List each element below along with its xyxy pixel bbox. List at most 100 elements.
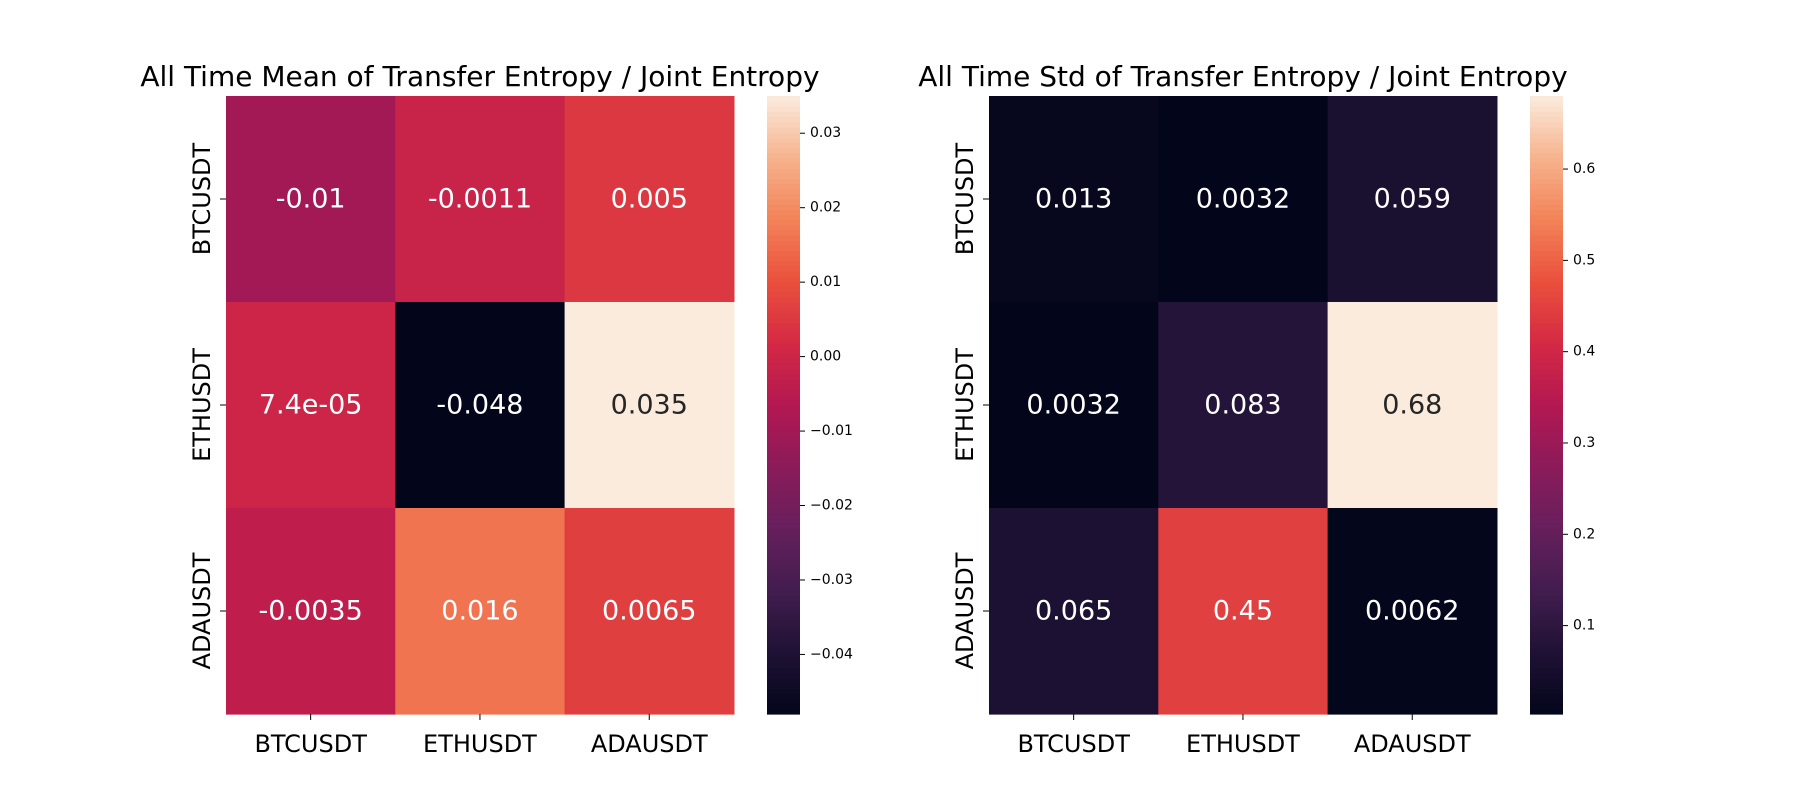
colorbar-segment bbox=[1530, 199, 1563, 205]
cell-annotation-r3-c3: 0.0062 bbox=[1365, 596, 1459, 627]
colorbar-segment bbox=[1530, 410, 1563, 416]
colorbar-segment bbox=[767, 147, 800, 154]
colorbar-segment bbox=[767, 708, 800, 715]
colorbar-segment bbox=[1530, 487, 1563, 494]
cell-annotation-r2-c1: 0.0032 bbox=[1026, 390, 1120, 421]
colorbar-segment bbox=[767, 245, 800, 252]
colorbar-segment bbox=[767, 605, 800, 612]
colorbar-segment bbox=[767, 157, 800, 164]
colorbar-segment bbox=[1530, 590, 1563, 597]
colorbar-segment bbox=[767, 137, 800, 143]
colorbar-segment bbox=[767, 188, 800, 195]
colorbar-tick-label: 0.01 bbox=[810, 274, 841, 290]
colorbar-segment bbox=[1530, 420, 1563, 427]
colorbar-segment bbox=[1530, 281, 1563, 288]
colorbar-segment bbox=[767, 569, 800, 576]
colorbar-segment bbox=[1530, 415, 1563, 422]
colorbar-segment bbox=[767, 657, 800, 664]
colorbar-tick-label: 0.00 bbox=[810, 349, 841, 365]
x-tick-label: ETHUSDT bbox=[1186, 730, 1300, 758]
colorbar-segment bbox=[767, 353, 800, 360]
colorbar-segment bbox=[1530, 441, 1563, 447]
colorbar-segment bbox=[1530, 152, 1563, 159]
colorbar-segment bbox=[767, 549, 800, 555]
heatmap-cell-r3-c1 bbox=[989, 508, 1159, 715]
heatmap-cell-r2-c3 bbox=[564, 302, 735, 509]
colorbar-segment bbox=[767, 456, 800, 463]
colorbar-segment bbox=[767, 513, 800, 519]
colorbar-segment bbox=[1530, 317, 1563, 324]
colorbar-segment bbox=[1530, 451, 1563, 458]
colorbar-segment bbox=[1530, 405, 1563, 411]
colorbar-segment bbox=[1530, 703, 1563, 710]
colorbar-segment bbox=[1530, 693, 1563, 700]
colorbar-segment bbox=[767, 296, 800, 303]
colorbar-segment bbox=[1530, 559, 1563, 566]
colorbar-segment bbox=[767, 544, 800, 550]
heatmap-cell-r1-c1 bbox=[226, 96, 396, 303]
colorbar-segment bbox=[1530, 621, 1563, 628]
heatmap-cell-r1-c3 bbox=[1327, 96, 1498, 303]
colorbar-tick-label: 0.5 bbox=[1573, 252, 1595, 268]
colorbar-segment bbox=[1530, 302, 1563, 308]
colorbar-segment bbox=[1530, 343, 1563, 349]
colorbar-segment bbox=[767, 312, 800, 319]
colorbar-segment bbox=[767, 621, 800, 628]
chart-title: All Time Mean of Transfer Entropy / Join… bbox=[140, 60, 819, 93]
colorbar-segment bbox=[767, 420, 800, 427]
colorbar-segment bbox=[767, 162, 800, 169]
cell-annotation-r3-c3: 0.0065 bbox=[602, 596, 696, 627]
colorbar-segment bbox=[1530, 667, 1563, 674]
colorbar-segment bbox=[767, 152, 800, 159]
colorbar-segment bbox=[767, 126, 800, 133]
colorbar-segment bbox=[1530, 271, 1563, 277]
colorbar-segment bbox=[1530, 605, 1563, 612]
colorbar-segment bbox=[767, 466, 800, 473]
colorbar-segment bbox=[1530, 209, 1563, 216]
colorbar-segment bbox=[1530, 544, 1563, 550]
colorbar-segment bbox=[1530, 168, 1563, 174]
colorbar-segment bbox=[767, 142, 800, 149]
heatmap-cell-r1-c2 bbox=[1158, 96, 1329, 303]
x-tick-label: BTCUSDT bbox=[254, 730, 367, 758]
cell-annotation-r1-c1: -0.01 bbox=[276, 184, 346, 215]
colorbar-segment bbox=[1530, 626, 1563, 633]
cell-annotation-r2-c2: 0.083 bbox=[1204, 390, 1281, 421]
colorbar-segment bbox=[1530, 611, 1563, 617]
colorbar-segment bbox=[1530, 358, 1563, 365]
colorbar-segment bbox=[767, 199, 800, 205]
colorbar-segment bbox=[767, 193, 800, 200]
colorbar-segment bbox=[1530, 157, 1563, 164]
colorbar-segment bbox=[1530, 652, 1563, 658]
colorbar-segment bbox=[767, 662, 800, 669]
colorbar-segment bbox=[767, 435, 800, 442]
colorbar-segment bbox=[1530, 137, 1563, 143]
colorbar-segment bbox=[767, 528, 800, 535]
cell-annotation-r1-c3: 0.005 bbox=[611, 184, 688, 215]
y-tick-label: ADAUSDT bbox=[188, 552, 216, 669]
colorbar-segment bbox=[767, 250, 800, 257]
colorbar-segment bbox=[767, 683, 800, 689]
colorbar-segment bbox=[767, 106, 800, 113]
colorbar-segment bbox=[1530, 106, 1563, 113]
colorbar-segment bbox=[767, 111, 800, 118]
heatmap-cell-r3-c3 bbox=[564, 508, 735, 715]
colorbar-segment bbox=[1530, 456, 1563, 463]
colorbar-segment bbox=[1530, 446, 1563, 452]
colorbar-segment bbox=[767, 430, 800, 437]
colorbar-segment bbox=[1530, 430, 1563, 437]
heatmap-cell-r3-c2 bbox=[395, 508, 566, 715]
colorbar-segment bbox=[1530, 116, 1563, 123]
colorbar-segment bbox=[767, 667, 800, 674]
colorbar-segment bbox=[1530, 677, 1563, 684]
colorbar-segment bbox=[1530, 235, 1563, 241]
colorbar-tick-label: 0.6 bbox=[1573, 161, 1595, 177]
colorbar-segment bbox=[1530, 574, 1563, 581]
colorbar-segment bbox=[767, 291, 800, 298]
colorbar-segment bbox=[767, 379, 800, 385]
colorbar-segment bbox=[767, 703, 800, 710]
colorbar-segment bbox=[1530, 580, 1563, 586]
colorbar-segment bbox=[767, 415, 800, 422]
colorbar-segment bbox=[767, 121, 800, 128]
colorbar-segment bbox=[767, 482, 800, 488]
